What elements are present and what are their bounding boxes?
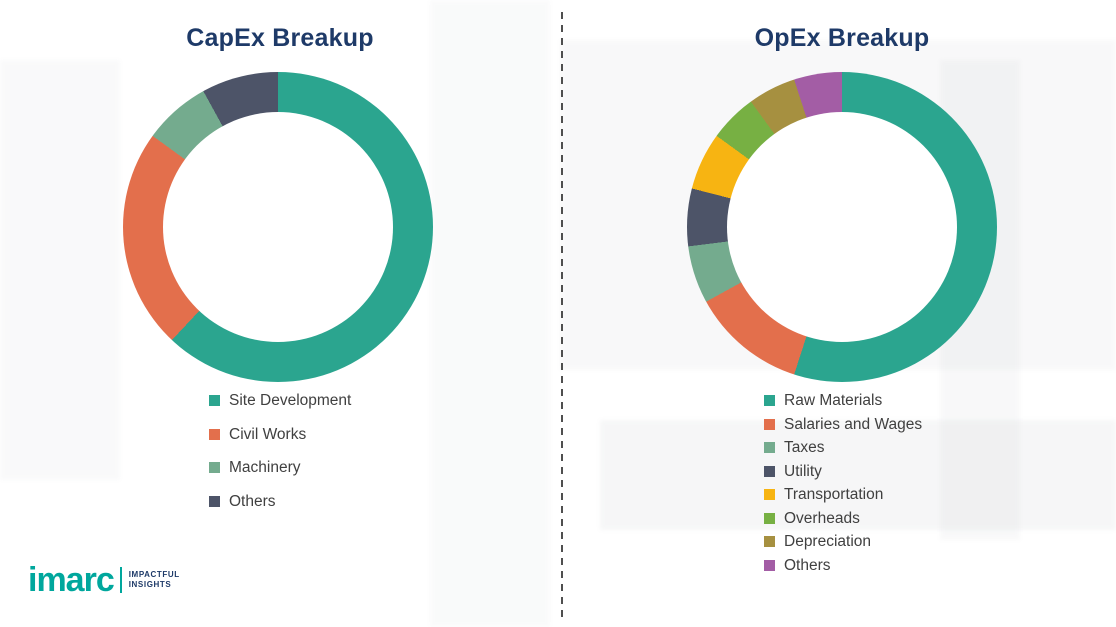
background-shape — [430, 0, 550, 627]
legend-swatch — [764, 536, 775, 548]
tagline-line-1: IMPACTFUL — [128, 570, 180, 579]
legend-item: Utility — [764, 462, 922, 480]
imarc-tagline: IMPACTFUL INSIGHTS — [129, 570, 180, 590]
legend-item: Transportation — [764, 487, 922, 503]
opex-donut-hole — [727, 112, 957, 342]
capex-legend: Site Development Civil Works Machinery Othe… — [209, 393, 351, 509]
opex-donut-chart — [687, 72, 997, 382]
legend-label: Overheads — [784, 509, 860, 527]
legend-label: Site Development — [229, 392, 352, 409]
legend-swatch — [764, 395, 775, 407]
dashed-divider — [561, 12, 563, 618]
legend-item: Civil Works — [209, 425, 351, 443]
legend-label: Others — [784, 556, 831, 574]
background-shape — [0, 60, 120, 480]
capex-donut-hole — [163, 112, 393, 342]
opex-legend: Raw Materials Salaries and Wages Taxes Util… — [764, 393, 922, 573]
legend-swatch — [764, 442, 775, 454]
capex-donut-chart — [123, 72, 433, 382]
legend-item: Raw Materials — [764, 393, 922, 409]
logo-divider-bar — [119, 567, 122, 593]
capex-chart-title: CapEx Breakup — [186, 24, 374, 52]
legend-label: Taxes — [784, 439, 825, 456]
legend-swatch — [209, 428, 220, 440]
legend-swatch — [764, 465, 775, 477]
legend-swatch — [209, 395, 220, 407]
legend-swatch — [764, 512, 775, 524]
legend-item: Site Development — [209, 393, 351, 409]
legend-item: Others — [209, 492, 351, 510]
legend-swatch — [209, 495, 220, 507]
imarc-logo-text: imarc — [28, 561, 115, 599]
legend-label: Others — [229, 492, 276, 510]
legend-item: Taxes — [764, 440, 922, 456]
legend-item: Salaries and Wages — [764, 415, 923, 433]
legend-label: Machinery — [229, 459, 301, 476]
tagline-line-2: INSIGHTS — [128, 580, 172, 589]
legend-swatch — [764, 418, 775, 430]
legend-label: Raw Materials — [784, 392, 883, 409]
legend-label: Depreciation — [784, 533, 872, 550]
imarc-logo: imarc IMPACTFUL INSIGHTS — [28, 563, 180, 597]
legend-label: Salaries and Wages — [784, 415, 923, 433]
legend-label: Utility — [784, 462, 822, 480]
legend-item: Overheads — [764, 509, 922, 527]
opex-chart-title: OpEx Breakup — [754, 24, 930, 52]
legend-label: Transportation — [784, 486, 884, 503]
legend-item: Machinery — [209, 460, 351, 476]
legend-label: Civil Works — [229, 425, 307, 443]
legend-swatch — [764, 489, 775, 501]
legend-item: Depreciation — [764, 534, 922, 550]
legend-item: Others — [764, 556, 922, 574]
legend-swatch — [209, 462, 220, 474]
legend-swatch — [764, 559, 775, 571]
